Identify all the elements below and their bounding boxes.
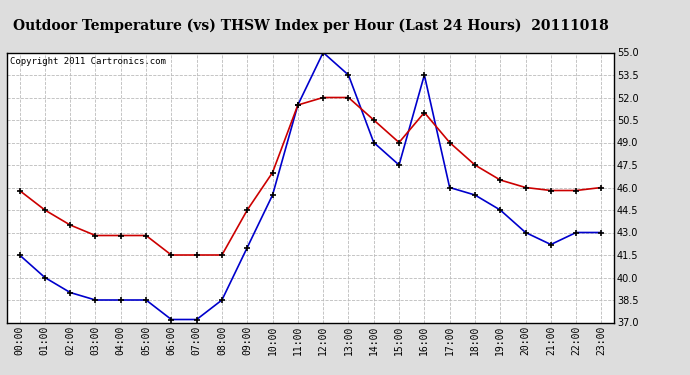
- Text: Outdoor Temperature (vs) THSW Index per Hour (Last 24 Hours)  20111018: Outdoor Temperature (vs) THSW Index per …: [12, 19, 609, 33]
- Text: Copyright 2011 Cartronics.com: Copyright 2011 Cartronics.com: [10, 57, 166, 66]
